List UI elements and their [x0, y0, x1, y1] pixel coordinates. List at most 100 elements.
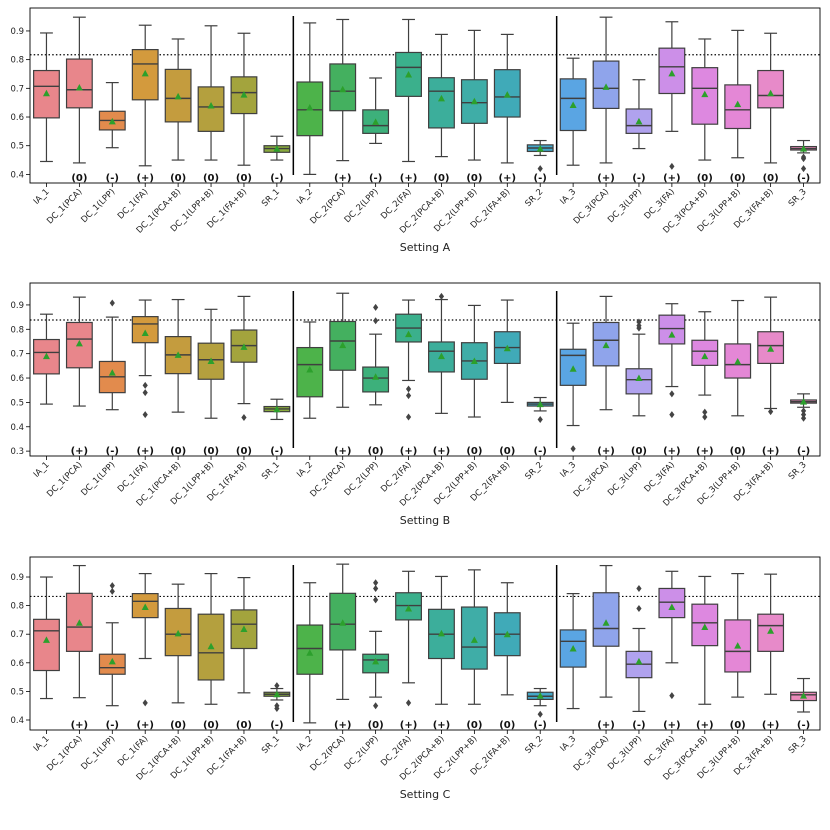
box-DC_2(PCA+B): (+): [428, 575, 455, 731]
plot-frame: [29, 7, 821, 184]
significance-label: (-): [106, 173, 119, 184]
significance-label: (-): [797, 446, 810, 457]
significance-label: (-): [270, 720, 283, 731]
box-DC_3(LPP): (-): [625, 584, 653, 731]
mean-marker: [800, 398, 808, 405]
box-SR_1: (-): [263, 682, 291, 731]
x-tick-label: DC_3(PCA): [572, 460, 611, 499]
y-tick-label: 0.7: [10, 630, 24, 640]
significance-label: (+): [433, 446, 451, 457]
outlier-point: [109, 299, 115, 307]
box-DC_2(PCA): (+): [329, 563, 357, 731]
mean-marker: [207, 357, 215, 364]
mean-marker: [602, 619, 610, 626]
iqr-box: [65, 58, 93, 109]
y-tick-label: 0.7: [10, 84, 24, 94]
box-DC_2(LPP+B): (0): [460, 304, 488, 457]
x-axis-title: Setting B: [400, 514, 450, 527]
mean-marker: [75, 339, 83, 347]
mean-marker: [372, 657, 380, 665]
box-DC_1(LPP): (-): [98, 582, 126, 731]
outlier-point: [373, 596, 379, 604]
significance-label: (+): [696, 720, 714, 731]
box-DC_1(LPP+B): (0): [197, 25, 225, 184]
outlier-point: [669, 390, 675, 398]
mean-marker: [42, 352, 50, 360]
box-DC_3(PCA): (+): [592, 295, 620, 457]
mean-marker: [240, 343, 248, 350]
x-tick-label: IA_1: [32, 734, 52, 754]
box-DC_3(PCA+B): (0): [691, 38, 719, 184]
x-tick-label: IA_2: [295, 460, 315, 480]
x-tick-label: IA_2: [295, 734, 315, 754]
mean-marker: [701, 623, 709, 631]
outlier-point: [636, 584, 642, 592]
box-DC_2(PCA+B): (0): [428, 33, 455, 184]
mean-marker: [470, 636, 478, 643]
mean-marker: [569, 101, 577, 108]
mean-marker: [470, 357, 478, 364]
significance-label: (0): [466, 173, 482, 184]
x-tick-label: IA_3: [558, 187, 578, 207]
outlier-point: [636, 604, 642, 612]
mean-marker: [503, 344, 511, 352]
mean-marker: [470, 97, 478, 105]
x-tick-label: DC_3(LPP): [606, 187, 644, 225]
significance-label: (+): [334, 173, 352, 184]
x-tick-label: DC_1(PCA): [45, 460, 84, 499]
mean-marker: [207, 642, 215, 650]
box-DC_3(LPP): (0): [625, 318, 653, 457]
significance-label: (-): [632, 720, 645, 731]
mean-marker: [372, 118, 380, 125]
outlier-point: [537, 415, 543, 423]
y-tick-label: 0.4: [10, 170, 24, 180]
y-tick-label: 0.6: [10, 113, 24, 123]
outlier-point: [405, 392, 412, 400]
mean-marker: [800, 145, 808, 152]
x-tick-label: DC_3(FA): [643, 187, 677, 221]
x-tick-label: DC_3(PCA): [572, 734, 611, 773]
mean-marker: [306, 366, 314, 373]
x-tick-label: SR_1: [260, 187, 282, 209]
significance-label: (-): [797, 720, 810, 731]
box-DC_1(FA+B): (0): [230, 576, 258, 731]
mean-marker: [75, 83, 83, 91]
x-tick-label: SR_2: [523, 734, 545, 756]
x-axis-title: Setting C: [400, 788, 451, 801]
outlier-point: [405, 385, 412, 393]
significance-label: (+): [400, 173, 418, 184]
x-tick-label: DC_1(LPP): [79, 187, 117, 225]
outlier-point: [800, 414, 807, 422]
significance-label: (0): [71, 173, 87, 184]
box-DC_1(FA): (+): [131, 572, 159, 731]
significance-label: (-): [106, 446, 119, 457]
significance-label: (-): [106, 720, 119, 731]
significance-label: (+): [696, 446, 714, 457]
significance-label: (0): [499, 446, 515, 457]
significance-label: (+): [499, 173, 517, 184]
iqr-box: [296, 81, 324, 137]
outlier-point: [142, 411, 148, 419]
iqr-box: [65, 592, 93, 652]
box-DC_1(FA): (+): [131, 299, 159, 457]
mean-marker: [42, 636, 50, 643]
iqr-box: [33, 618, 60, 672]
mean-marker: [602, 341, 610, 349]
box-DC_2(FA+B): (0): [493, 299, 521, 457]
mean-marker: [42, 89, 50, 97]
box-DC_2(FA): (+): [395, 570, 422, 731]
box-SR_2: (-): [526, 396, 554, 457]
outlier-point: [142, 389, 148, 397]
significance-label: (0): [697, 173, 713, 184]
outlier-point: [768, 408, 774, 416]
box-IA_2: [296, 22, 324, 175]
mean-marker: [405, 604, 413, 612]
outlier-point: [800, 165, 807, 173]
mean-marker: [668, 331, 676, 338]
mean-marker: [174, 351, 182, 358]
x-tick-label: DC_3(PCA): [572, 187, 611, 226]
box-SR_3: (-): [790, 139, 817, 184]
x-tick-label: SR_3: [787, 187, 809, 209]
chart-panel-3: 0.4 0.5 0.6 0.7 0.8 0.9 IA_1 (+) DC_1(PCA) (-) DC_…: [10, 556, 821, 801]
